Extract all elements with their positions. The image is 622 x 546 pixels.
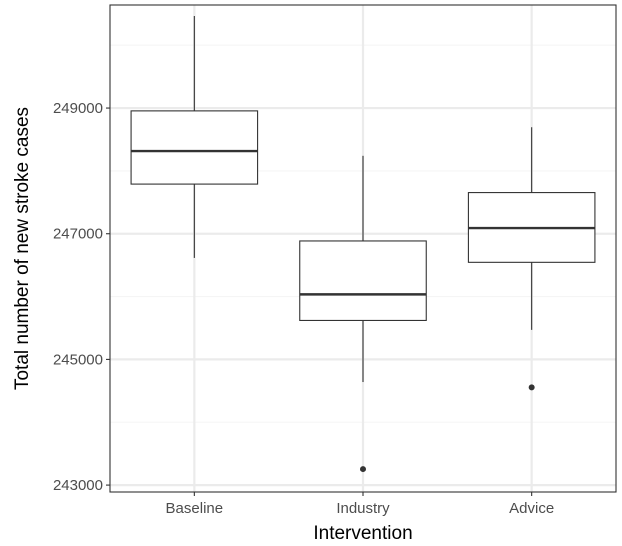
y-tick-label: 247000 bbox=[53, 226, 103, 243]
y-tick-label: 243000 bbox=[53, 477, 103, 494]
outlier-point bbox=[528, 384, 535, 391]
y-tick-label: 245000 bbox=[53, 351, 103, 368]
box-iqr bbox=[130, 110, 259, 185]
box-series bbox=[130, 15, 596, 473]
box-iqr bbox=[299, 240, 427, 322]
x-axis: Baseline Industry Advice bbox=[166, 492, 554, 517]
y-tick-label: 249000 bbox=[53, 100, 103, 117]
outlier-point bbox=[360, 466, 366, 473]
box-baseline bbox=[130, 15, 259, 258]
x-tick-label: Advice bbox=[509, 500, 554, 517]
y-axis: 243000 245000 247000 249000 bbox=[53, 100, 110, 494]
x-tick-label: Industry bbox=[336, 500, 390, 517]
box-advice bbox=[467, 127, 596, 391]
box-industry bbox=[299, 155, 427, 473]
x-axis-title: Intervention bbox=[313, 523, 412, 544]
y-axis-title: Total number of new stroke cases bbox=[12, 107, 33, 390]
x-tick-label: Baseline bbox=[166, 500, 224, 517]
